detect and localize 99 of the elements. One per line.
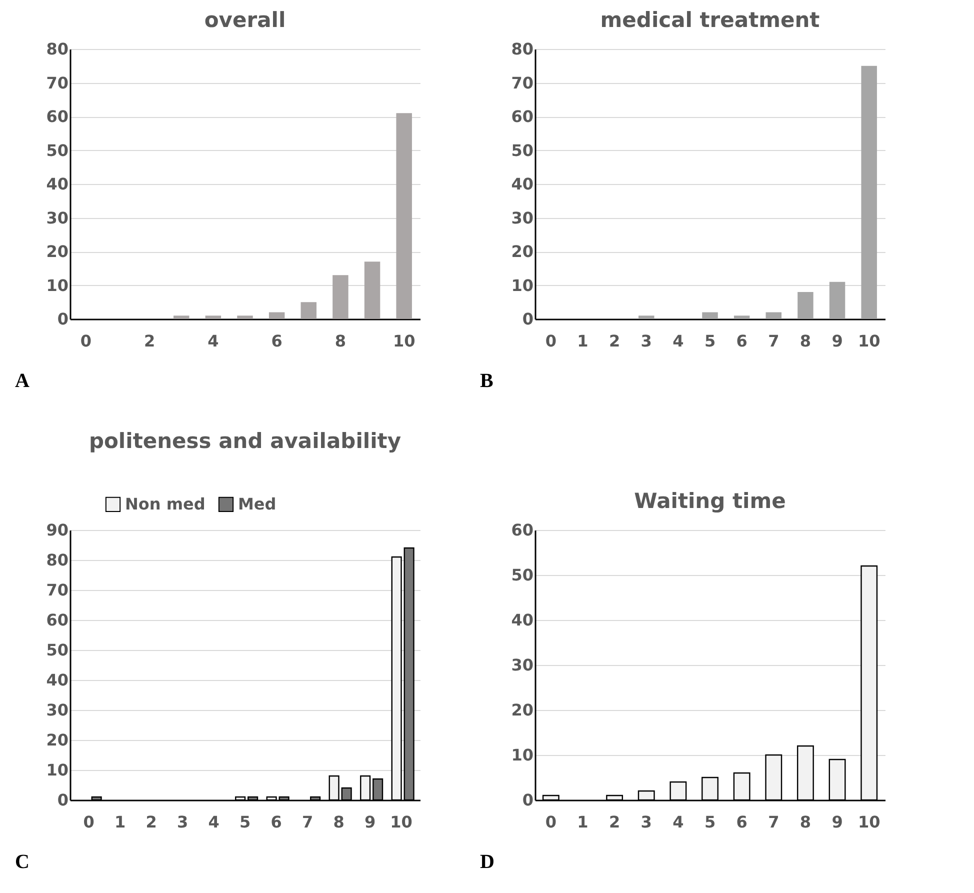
bar [766, 312, 782, 319]
x-tick-label: 6 [736, 332, 748, 350]
y-tick-label: 20 [46, 242, 68, 261]
y-tick-label: 80 [46, 550, 68, 570]
y-tick-label: 80 [511, 40, 534, 58]
y-tick-label: 0 [522, 790, 534, 810]
bar [829, 282, 846, 319]
x-tick-label: 8 [333, 812, 344, 832]
chart-title: overall [204, 8, 286, 32]
bar [396, 113, 412, 319]
y-tick-label: 20 [511, 700, 534, 720]
y-tick-label: 30 [511, 656, 534, 674]
y-tick-label: 60 [46, 610, 68, 630]
y-tick-label: 0 [57, 790, 68, 810]
y-tick-label: 10 [46, 276, 68, 295]
x-tick-label: 7 [768, 812, 780, 832]
x-tick-label: 2 [144, 332, 156, 350]
x-tick-label: 3 [640, 332, 652, 350]
x-tick-label: 4 [672, 332, 684, 350]
x-tick-label: 1 [114, 812, 126, 832]
y-tick-label: 0 [57, 310, 68, 328]
bar [798, 292, 814, 319]
bar [237, 316, 253, 319]
y-tick-label: 80 [46, 40, 68, 58]
bar [332, 275, 348, 319]
y-tick-label: 70 [46, 580, 68, 600]
x-tick-label: 4 [672, 812, 684, 832]
y-tick-label: 30 [46, 208, 68, 228]
legend-label: Non med [125, 494, 206, 514]
bar [173, 316, 190, 319]
y-tick-label: 10 [46, 760, 68, 780]
x-tick-label: 10 [858, 332, 880, 350]
x-tick-label: 1 [577, 812, 588, 832]
y-tick-label: 40 [511, 174, 534, 194]
text: D [480, 851, 494, 873]
x-tick-label: 5 [704, 812, 716, 832]
x-tick-label: 1 [577, 332, 588, 350]
y-tick-label: 70 [511, 73, 534, 92]
bar [702, 312, 718, 319]
y-tick-label: 10 [511, 276, 534, 295]
x-tick-label: 4 [208, 812, 220, 832]
x-tick-label: 8 [800, 332, 812, 350]
x-tick-label: 7 [768, 332, 780, 350]
bar [638, 316, 654, 319]
x-tick-label: 2 [608, 812, 620, 832]
bar [734, 316, 750, 319]
chart-title: medical treatment [600, 8, 820, 32]
x-tick-label: 0 [545, 332, 556, 350]
x-tick-label: 0 [80, 332, 92, 350]
x-tick-label: 2 [608, 332, 620, 350]
y-tick-label: 20 [46, 730, 68, 750]
chart-title: Waiting time [634, 489, 786, 513]
bar [268, 312, 285, 319]
y-tick-label: 90 [46, 520, 68, 540]
x-tick-label: 10 [392, 332, 416, 350]
x-tick-label: 9 [364, 812, 376, 832]
x-tick-label: 0 [545, 812, 556, 832]
x-tick-label: 10 [390, 812, 412, 832]
x-tick-label: 8 [334, 332, 346, 350]
x-tick-label: 6 [270, 812, 282, 832]
y-tick-label: 60 [46, 107, 68, 126]
y-tick-label: 40 [46, 174, 68, 194]
x-tick-label: 8 [800, 812, 812, 832]
text: C [15, 851, 30, 873]
y-tick-label: 50 [511, 140, 534, 160]
x-tick-label: 6 [736, 812, 748, 832]
x-tick-label: 5 [239, 812, 251, 832]
y-tick-label: 30 [46, 700, 68, 720]
legend-label: Med [238, 494, 276, 514]
bar [364, 262, 380, 319]
x-tick-label: 5 [704, 332, 716, 350]
y-tick-label: 70 [46, 73, 68, 92]
bar [861, 66, 877, 319]
y-tick-label: 20 [511, 242, 534, 261]
x-tick-label: 3 [176, 812, 188, 832]
y-tick-label: 0 [522, 310, 534, 328]
x-tick-label: 4 [208, 332, 219, 350]
y-tick-label: 60 [511, 520, 534, 540]
x-tick-label: 9 [832, 332, 843, 350]
chart-title: politeness and availability [88, 429, 402, 453]
y-tick-label: 60 [511, 107, 534, 126]
y-tick-label: 10 [511, 746, 534, 764]
y-tick-label: 50 [46, 140, 68, 160]
text: A [15, 370, 30, 392]
y-tick-label: 50 [46, 640, 68, 660]
y-tick-label: 30 [511, 208, 534, 228]
x-tick-label: 7 [302, 812, 314, 832]
bar [205, 316, 222, 319]
y-tick-label: 40 [511, 610, 534, 630]
bar [300, 302, 317, 319]
x-tick-label: 0 [83, 812, 94, 832]
x-tick-label: 10 [858, 812, 880, 832]
x-tick-label: 3 [640, 812, 652, 832]
x-tick-label: 2 [146, 812, 157, 832]
x-tick-label: 9 [832, 812, 843, 832]
x-tick-label: 6 [271, 332, 282, 350]
y-tick-label: 50 [511, 566, 534, 584]
text: B [480, 370, 494, 392]
y-tick-label: 40 [46, 670, 68, 690]
